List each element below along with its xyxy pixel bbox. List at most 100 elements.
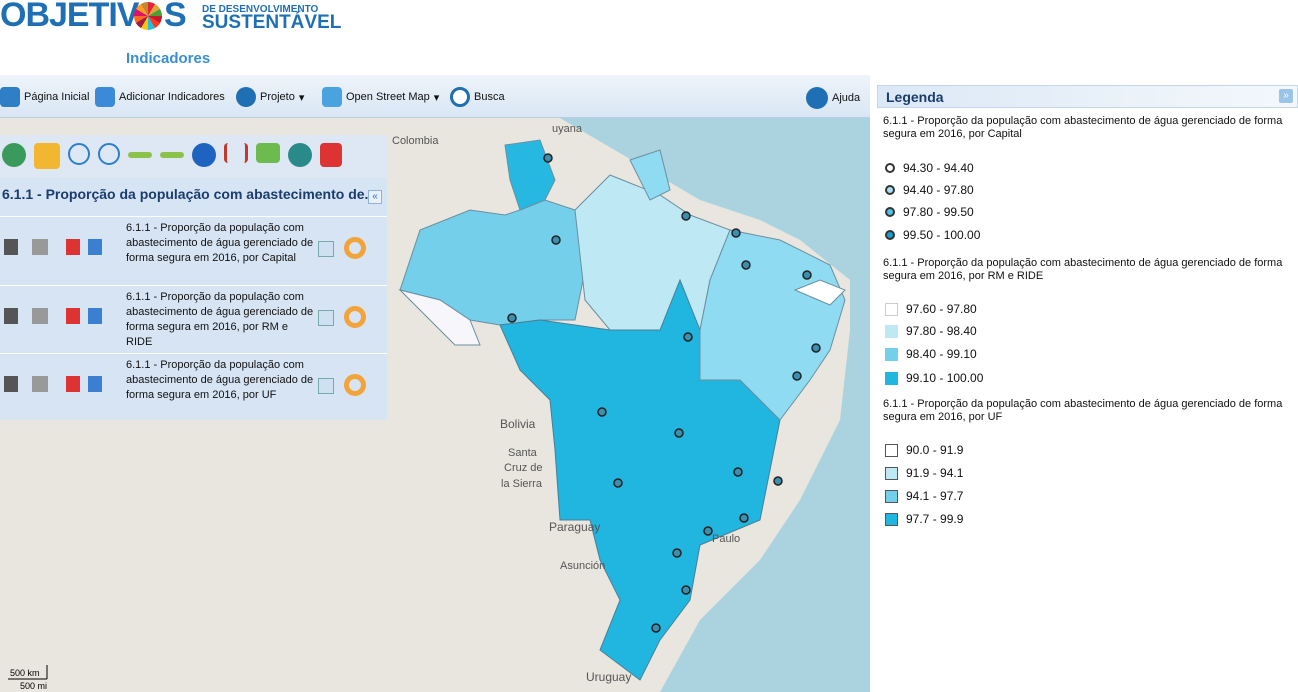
item-label: 97.60 - 97.80 xyxy=(906,302,977,316)
legend-item: 97.80 - 98.40 xyxy=(885,324,977,338)
item-label: 94.30 - 94.40 xyxy=(903,161,974,175)
item-label: 94.40 - 97.80 xyxy=(903,183,974,197)
label: Adicionar Indicadores xyxy=(119,91,225,103)
label: Página Inicial xyxy=(24,91,90,103)
map-label: uyana xyxy=(552,123,583,135)
state xyxy=(504,139,556,211)
tool[interactable] xyxy=(98,143,120,165)
legend-item: 97.80 - 99.50 xyxy=(885,205,974,219)
legend-item: 97.60 - 97.80 xyxy=(885,302,977,316)
map-label: Paraguay xyxy=(549,520,600,534)
group-title: 6.1.1 - Proporção da população com abast… xyxy=(883,115,1283,140)
label: Busca xyxy=(474,91,505,103)
legend-item: 94.1 - 97.7 xyxy=(885,489,963,503)
caret: ▾ xyxy=(433,91,440,104)
map-label: Bolivia xyxy=(500,417,536,431)
label: Ajuda xyxy=(832,92,861,104)
add-indicators-button[interactable]: Adicionar Indicadores xyxy=(95,87,225,107)
scale-mi: 500 mi xyxy=(20,681,47,691)
label: Open Street Map xyxy=(346,91,430,103)
capital-markers xyxy=(507,153,821,633)
map-tools xyxy=(0,135,387,178)
item-label: 97.80 - 99.50 xyxy=(903,205,974,219)
caret: ▾ xyxy=(298,91,305,104)
layer-row[interactable]: 6.1.1 - Proporção da população com abast… xyxy=(0,216,387,280)
ocean xyxy=(560,118,870,692)
tool[interactable] xyxy=(256,143,280,163)
map-label: la Sierra xyxy=(501,478,543,490)
search-button[interactable]: Busca xyxy=(450,87,505,107)
legend-item: 91.9 - 94.1 xyxy=(885,466,963,480)
legend-item: 99.10 - 100.00 xyxy=(885,371,983,385)
layer-controls[interactable] xyxy=(4,239,114,255)
layer-controls[interactable] xyxy=(4,376,114,392)
project-menu[interactable]: Projeto ▾ xyxy=(236,87,304,107)
sdg-wheel xyxy=(134,2,162,30)
group-title: 6.1.1 - Proporção da população com abast… xyxy=(883,398,1283,423)
home-button[interactable]: Página Inicial xyxy=(0,87,89,107)
sdg-icon xyxy=(344,237,366,259)
layer-row[interactable]: 6.1.1 - Proporção da população com abast… xyxy=(0,285,387,349)
table-icon[interactable] xyxy=(318,310,334,326)
legend-panel: Legenda » 6.1.1 - Proporção da população… xyxy=(877,75,1298,692)
state xyxy=(398,289,481,346)
map-label: Cruz de xyxy=(504,462,543,474)
map-label: Santa xyxy=(508,447,538,459)
item-label: 97.80 - 98.40 xyxy=(906,324,977,338)
state xyxy=(629,149,671,201)
tool[interactable] xyxy=(320,143,342,167)
layers-panel: 6.1.1 - Proporção da população com abast… xyxy=(0,178,387,420)
tool[interactable] xyxy=(34,143,60,169)
toolbar: Página Inicial Adicionar Indicadores Pro… xyxy=(0,75,870,118)
layer-controls[interactable] xyxy=(4,308,114,324)
layer-name: 6.1.1 - Proporção da população com abast… xyxy=(126,222,314,264)
item-label: 90.0 - 91.9 xyxy=(906,443,964,457)
help-button[interactable]: Ajuda xyxy=(806,87,860,109)
layer-name: 6.1.1 - Proporção da população com abast… xyxy=(126,359,314,401)
sdg-icon xyxy=(344,306,366,328)
map-label: Asunción xyxy=(560,560,605,572)
item-label: 94.1 - 97.7 xyxy=(906,489,964,503)
panel-title: 6.1.1 - Proporção da população com abast… xyxy=(2,186,377,202)
scale-km: 500 km xyxy=(10,668,40,678)
tool[interactable] xyxy=(160,152,184,158)
layer-name: 6.1.1 - Proporção da população com abast… xyxy=(126,291,314,348)
expand-button[interactable]: » xyxy=(1279,89,1293,103)
tool[interactable] xyxy=(68,143,90,165)
subtitle: Indicadores xyxy=(126,50,211,67)
legend-item: 94.30 - 94.40 xyxy=(885,161,974,175)
table-icon[interactable] xyxy=(318,241,334,257)
group-title: 6.1.1 - Proporção da população com abast… xyxy=(883,257,1283,282)
tool-icons xyxy=(2,143,342,169)
tool[interactable] xyxy=(2,143,26,167)
tool[interactable] xyxy=(224,143,248,163)
item-label: 91.9 - 94.1 xyxy=(906,466,964,480)
item-label: 99.50 - 100.00 xyxy=(903,228,981,242)
tool[interactable] xyxy=(288,143,312,167)
tool[interactable] xyxy=(128,152,152,158)
map-label: Uruguay xyxy=(586,670,631,684)
legend-item: 98.40 - 99.10 xyxy=(885,347,977,361)
map-label: Paulo xyxy=(712,533,740,545)
table-icon[interactable] xyxy=(318,378,334,394)
header: OBJETIV S DE DESENVOLVIMENTO SUSTENTÁVEL… xyxy=(0,0,1298,75)
legend-item: 99.50 - 100.00 xyxy=(885,228,980,242)
legend-header: Legenda » xyxy=(877,85,1298,108)
legend-item: 94.40 - 97.80 xyxy=(885,183,974,197)
legend-title: Legenda xyxy=(886,89,944,105)
label: Projeto xyxy=(260,91,295,103)
tagline-bottom: SUSTENTÁVEL xyxy=(202,12,342,33)
item-label: 98.40 - 99.10 xyxy=(906,347,977,361)
item-label: 99.10 - 100.00 xyxy=(906,371,984,385)
basemap-menu[interactable]: Open Street Map ▾ xyxy=(322,87,439,107)
item-label: 97.7 - 99.9 xyxy=(906,512,964,526)
collapse-button[interactable]: « xyxy=(368,190,382,204)
tool[interactable] xyxy=(192,143,216,167)
logo-letter: S xyxy=(164,0,187,34)
layer-row[interactable]: 6.1.1 - Proporção da população com abast… xyxy=(0,353,387,417)
sdg-icon xyxy=(344,374,366,396)
state xyxy=(793,279,846,306)
legend-item: 97.7 - 99.9 xyxy=(885,512,963,526)
logo-word: OBJETIV xyxy=(0,0,139,34)
